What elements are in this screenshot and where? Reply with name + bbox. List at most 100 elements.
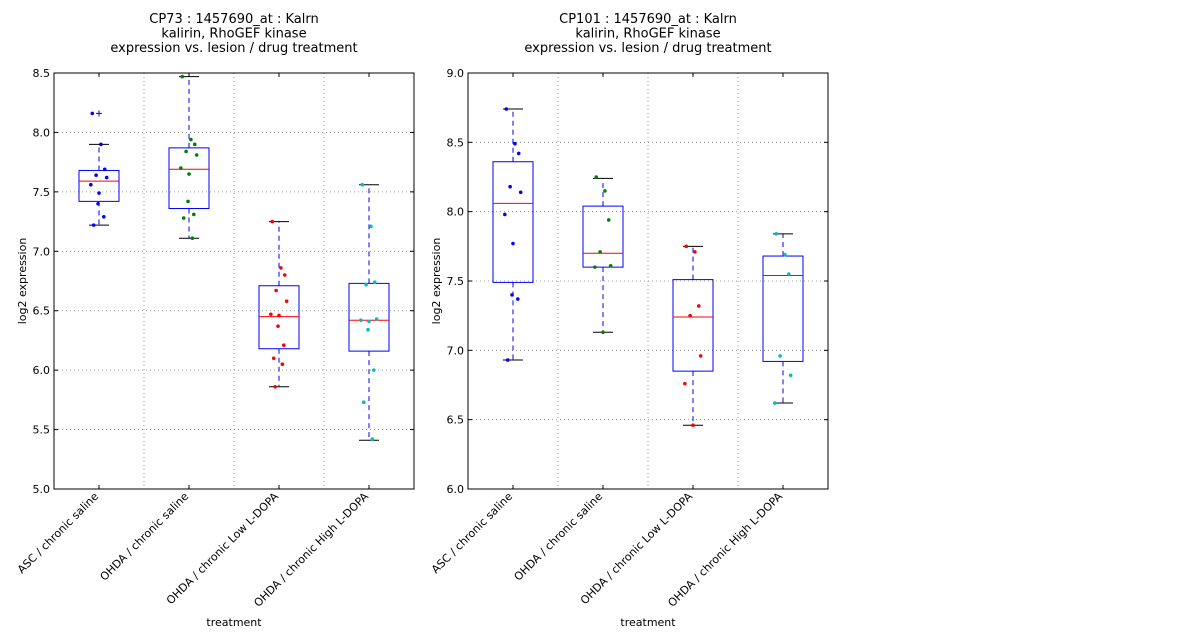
data-point	[102, 167, 107, 172]
data-point	[280, 362, 285, 367]
data-point	[593, 265, 597, 269]
x-axis-label: treatment	[620, 616, 676, 629]
data-point	[364, 282, 368, 287]
data-point	[270, 219, 275, 224]
data-point	[598, 250, 602, 254]
data-point	[179, 166, 183, 170]
data-point	[372, 368, 376, 372]
data-point	[696, 304, 701, 308]
data-point	[601, 330, 605, 335]
chart-title-line: CP101 : 1457690_at : Kalrn	[559, 12, 737, 27]
y-tick-label: 8.0	[447, 206, 465, 219]
data-point	[282, 343, 286, 347]
data-point	[91, 223, 96, 227]
data-point	[369, 224, 373, 229]
y-tick-label: 5.0	[33, 483, 51, 496]
data-point	[187, 172, 191, 176]
data-point	[282, 273, 287, 277]
data-point	[374, 317, 379, 321]
data-point	[192, 212, 196, 217]
data-point	[96, 201, 100, 206]
data-point	[269, 312, 273, 317]
data-point	[372, 280, 377, 284]
data-point	[361, 400, 366, 405]
data-point	[277, 313, 281, 318]
data-point	[181, 216, 186, 220]
data-point	[608, 263, 613, 268]
y-tick-label: 7.0	[33, 245, 51, 258]
plot-frame	[53, 72, 415, 490]
data-point	[94, 173, 98, 178]
y-tick-label: 7.5	[33, 186, 51, 199]
box-iqr	[348, 282, 390, 352]
y-tick-label: 7.5	[447, 275, 465, 288]
data-point	[786, 272, 791, 276]
data-point	[97, 191, 101, 195]
data-point	[284, 299, 289, 304]
y-tick-label: 7.0	[447, 344, 465, 357]
data-point	[192, 142, 197, 147]
data-point	[90, 111, 95, 116]
data-point	[190, 236, 195, 241]
y-tick-label: 6.5	[33, 305, 51, 318]
chart-title-line: kalirin, RhoGEF kinase	[575, 27, 720, 42]
data-point	[367, 319, 371, 324]
data-point	[186, 199, 190, 204]
data-point	[279, 266, 283, 270]
y-tick-label: 6.0	[447, 483, 465, 496]
data-point	[189, 137, 193, 142]
data-point	[691, 423, 695, 428]
data-point	[359, 318, 363, 323]
y-tick-label: 6.0	[33, 364, 51, 377]
data-point	[273, 384, 277, 389]
x-tick-label: OHDA / chronic saline	[98, 490, 192, 584]
y-tick-label: 9.0	[447, 67, 465, 80]
data-point	[516, 297, 520, 301]
data-point	[370, 437, 375, 441]
data-point	[508, 184, 512, 189]
x-tick-label: ASC / chronic saline	[429, 490, 515, 576]
box-iqr	[168, 147, 210, 209]
data-point	[693, 250, 697, 254]
data-point	[773, 401, 777, 405]
data-point	[774, 232, 779, 236]
data-point	[788, 373, 793, 378]
data-point	[516, 151, 521, 156]
data-point	[89, 182, 93, 187]
box-iqr	[492, 161, 534, 283]
data-point	[778, 354, 782, 358]
data-point	[194, 153, 199, 157]
y-tick-label: 8.5	[447, 136, 465, 149]
x-axis-label: treatment	[206, 616, 262, 629]
data-point	[513, 141, 517, 146]
data-point	[505, 358, 510, 362]
data-point	[503, 212, 507, 217]
data-point	[99, 142, 103, 147]
data-point	[180, 74, 185, 79]
data-point	[603, 189, 607, 193]
data-point	[274, 288, 278, 293]
chart-title-line: CP73 : 1457690_at : Kalrn	[149, 12, 318, 27]
box-iqr	[672, 279, 714, 372]
box-iqr	[582, 205, 624, 268]
data-point	[504, 107, 509, 111]
data-point	[360, 182, 365, 187]
box-iqr	[258, 285, 300, 350]
x-tick-label: OHDA / chronic saline	[512, 490, 606, 584]
data-point	[684, 244, 689, 249]
outlier-marker	[96, 110, 102, 117]
y-tick-label: 8.0	[33, 126, 51, 139]
data-point	[594, 175, 599, 179]
chart-title-line: expression vs. lesion / drug treatment	[110, 41, 357, 56]
data-point	[276, 324, 280, 328]
box-iqr	[78, 169, 120, 202]
data-point	[511, 241, 515, 246]
data-point	[698, 354, 703, 358]
data-point	[783, 252, 787, 257]
data-point	[510, 293, 514, 297]
data-point	[271, 356, 276, 361]
data-point	[104, 175, 109, 180]
